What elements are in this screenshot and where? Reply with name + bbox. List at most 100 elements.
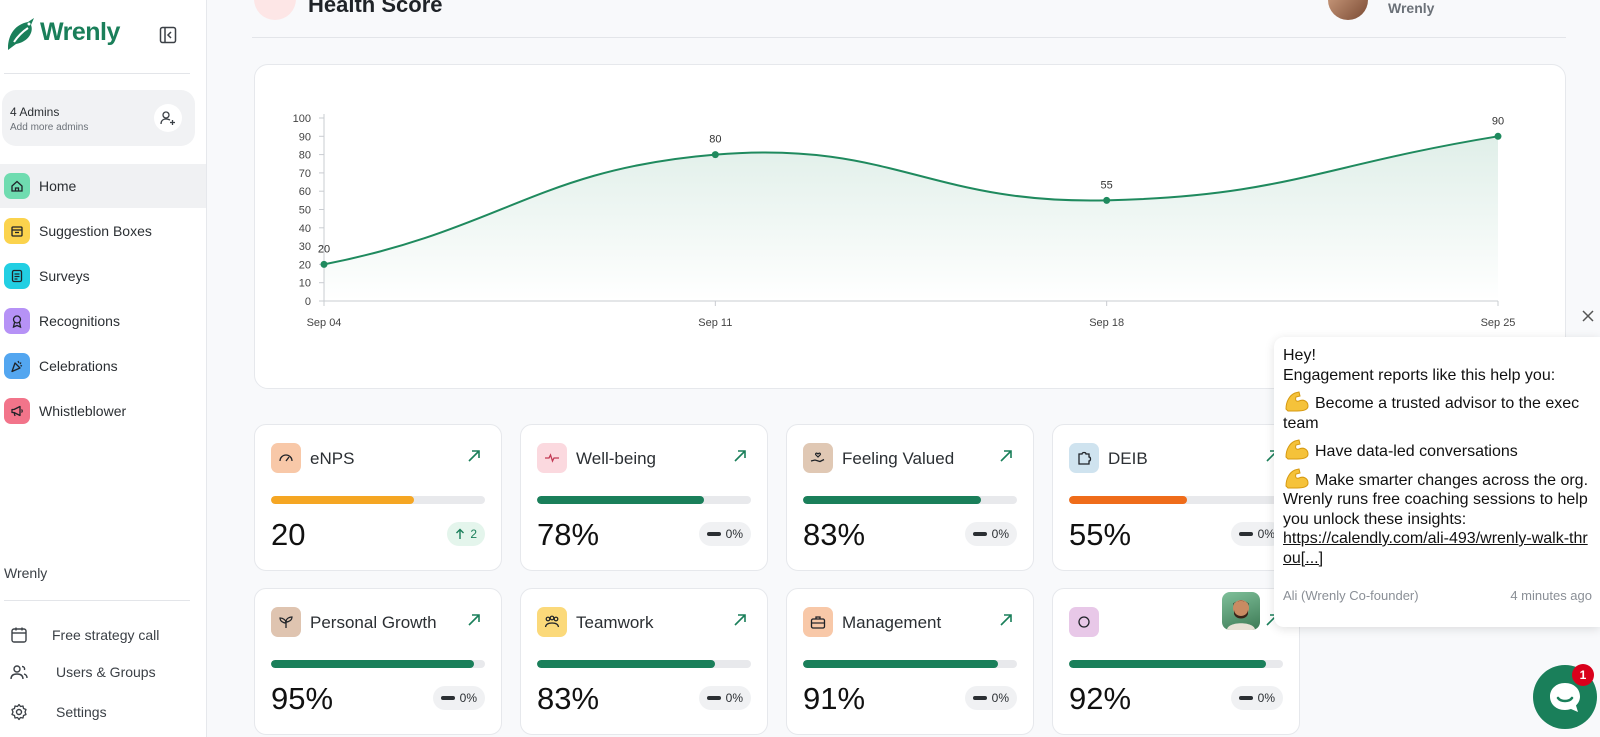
metric-value: 20	[271, 517, 306, 552]
metric-name: Management	[842, 613, 942, 632]
users-groups-link[interactable]: Users & Groups	[10, 663, 156, 681]
calendar-icon	[11, 627, 27, 643]
metric-progress-bar	[1069, 496, 1283, 504]
metric-change-badge: 0%	[432, 686, 485, 710]
metric-value: 55%	[1069, 517, 1132, 552]
suggestion-box-icon	[4, 218, 30, 244]
chat-bullet: Become a trusted advisor to the exec tea…	[1283, 389, 1592, 433]
chat-greeting: Hey!	[1283, 347, 1316, 364]
bird-logo-icon	[8, 18, 34, 50]
trend-arrow-icon[interactable]	[732, 448, 748, 469]
chat-message-popup[interactable]: Hey! Engagement reports like this help y…	[1274, 337, 1600, 627]
chart-point	[1494, 132, 1502, 140]
metric-name: eNPS	[310, 449, 355, 468]
free-strategy-call-link[interactable]: Free strategy call	[10, 626, 159, 644]
y-tick-label: 0	[305, 296, 311, 308]
trend-arrow-icon[interactable]	[466, 612, 482, 633]
sidebar-item-home[interactable]: Home	[0, 164, 206, 208]
trend-arrow-icon[interactable]	[466, 448, 482, 469]
user-name[interactable]: Wrenly	[1388, 0, 1435, 16]
flexed-biceps-icon	[1283, 389, 1311, 413]
y-tick-label: 70	[299, 168, 311, 180]
metric-change-badge: 2	[447, 522, 485, 546]
trend-arrow-icon[interactable]	[998, 448, 1014, 469]
sidebar-item-label: Home	[39, 178, 77, 194]
chat-intro: Engagement reports like this help you:	[1283, 366, 1556, 384]
metric-change-value: 2	[470, 527, 477, 541]
gear-icon	[11, 703, 27, 721]
metric-card-feeling-valued[interactable]: Feeling Valued 83% 0%	[786, 424, 1034, 571]
settings-link[interactable]: Settings	[10, 703, 107, 721]
sidebar-item-label: Celebrations	[39, 358, 118, 374]
x-tick-label: Sep 11	[698, 317, 732, 329]
sidebar-item-label: Surveys	[39, 268, 90, 284]
trend-arrow-icon[interactable]	[732, 612, 748, 633]
sidebar-item-recognitions[interactable]: Recognitions	[0, 299, 206, 343]
sprout-icon	[271, 607, 301, 637]
metric-card-metric[interactable]: 92% 0%	[1052, 588, 1300, 735]
health-score-chart: 0 10 20 30 40 50 60 70 80 90 100 Sep 04 Sep 11 Sep 18…	[293, 113, 1516, 329]
users-groups-label: Users & Groups	[56, 664, 156, 680]
close-icon	[1582, 310, 1594, 322]
no-change-icon	[1238, 532, 1253, 536]
metric-card-teamwork[interactable]: Teamwork 83% 0%	[520, 588, 768, 735]
y-tick-label: 100	[293, 113, 311, 125]
metric-change-value: 0%	[459, 691, 477, 705]
chart-point	[1103, 196, 1111, 204]
metric-change-badge: 0%	[1230, 686, 1283, 710]
sidebar-item-whistleblower[interactable]: Whistleblower	[0, 389, 206, 433]
metric-name: Teamwork	[576, 613, 654, 632]
health-score-chart-card: 0 10 20 30 40 50 60 70 80 90 100 Sep 04 Sep 11 Sep 18…	[254, 64, 1566, 389]
sidebar-item-label: Suggestion Boxes	[39, 223, 152, 239]
metric-progress-fill	[271, 660, 475, 668]
metric-value: 95%	[271, 681, 334, 716]
metric-card-personal-growth[interactable]: Personal Growth 95% 0%	[254, 588, 502, 735]
chat-close-button[interactable]	[1578, 306, 1598, 326]
metric-progress-fill	[803, 660, 998, 668]
y-tick-label: 80	[299, 150, 311, 162]
metric-progress-bar	[271, 496, 485, 504]
metric-change-value: 0%	[1257, 691, 1275, 705]
chart-data-label: 90	[1492, 115, 1504, 127]
sidebar-item-suggestion-boxes[interactable]: Suggestion Boxes	[0, 209, 206, 253]
chat-coaching-text: Wrenly runs free coaching sessions to he…	[1283, 491, 1588, 528]
company-name: Wrenly	[4, 565, 48, 581]
no-change-icon	[706, 696, 721, 700]
metric-card-deib[interactable]: DEIB 55% 0%	[1052, 424, 1300, 571]
metric-value: 83%	[803, 517, 866, 552]
chat-calendly-link[interactable]: https://calendly.com/ali-493/wrenly-walk…	[1283, 530, 1588, 567]
metric-progress-bar	[803, 660, 1017, 668]
add-admin-button[interactable]	[154, 104, 182, 132]
metric-name: Feeling Valued	[842, 449, 955, 468]
metric-progress-bar	[537, 660, 751, 668]
collapse-sidebar-button[interactable]	[158, 25, 178, 45]
sidebar-item-celebrations[interactable]: Celebrations	[0, 344, 206, 388]
sidebar-item-surveys[interactable]: Surveys	[0, 254, 206, 298]
flexed-biceps-icon	[1283, 437, 1311, 461]
metric-value: 92%	[1069, 681, 1132, 716]
puzzle-icon	[1069, 443, 1099, 473]
chat-launcher-button[interactable]	[1533, 665, 1597, 729]
metric-card-well-being[interactable]: Well-being 78% 0%	[520, 424, 768, 571]
heartbeat-icon	[537, 443, 567, 473]
chart-point	[320, 260, 328, 268]
no-change-icon	[440, 696, 455, 700]
chart-data-label: 20	[318, 243, 330, 255]
unread-badge: 1	[1572, 664, 1594, 686]
metric-progress-fill	[537, 496, 704, 504]
party-popper-icon	[4, 353, 30, 379]
metric-card-enps[interactable]: eNPS 20 2	[254, 424, 502, 571]
user-avatar[interactable]	[1328, 0, 1368, 20]
y-tick-label: 20	[299, 259, 311, 271]
brand-logo[interactable]: Wrenly	[4, 12, 120, 52]
metric-value: 91%	[803, 681, 866, 716]
trend-arrow-icon[interactable]	[998, 612, 1014, 633]
admins-card[interactable]: 4 Admins Add more admins	[2, 90, 195, 146]
header-divider	[252, 37, 1566, 38]
category-icon	[1069, 607, 1099, 637]
free-strategy-call-label: Free strategy call	[52, 627, 160, 643]
metric-card-management[interactable]: Management 91% 0%	[786, 588, 1034, 735]
megaphone-icon	[4, 398, 30, 424]
y-tick-label: 60	[299, 186, 311, 198]
metric-value: 83%	[537, 681, 600, 716]
